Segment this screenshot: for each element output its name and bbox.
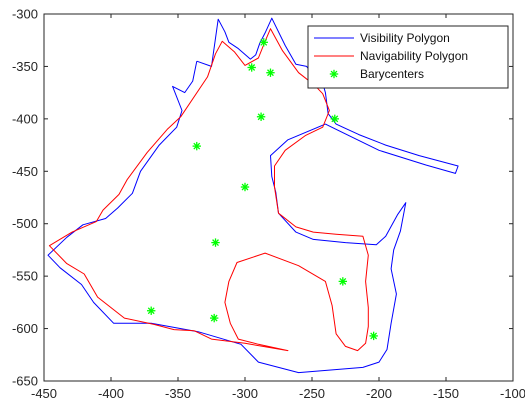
barycenter-marker: [330, 114, 339, 124]
y-tick-label: -300: [12, 7, 38, 22]
y-tick-label: -350: [12, 59, 38, 74]
barycenter-marker: [247, 63, 256, 72]
y-tick-label: -600: [12, 321, 38, 336]
legend-swatch-marker: [329, 69, 339, 79]
barycenter-marker: [192, 141, 201, 151]
barycenter-marker: [211, 238, 220, 247]
barycenter-marker: [240, 182, 250, 192]
tick-marks: [43, 13, 514, 382]
x-tick-label: -200: [366, 386, 392, 401]
y-tick-label: -650: [12, 374, 38, 389]
series-layer: [47, 17, 459, 374]
barycenter-marker: [266, 68, 275, 77]
y-tick-label: -500: [12, 216, 38, 231]
y-tick-label: -400: [12, 111, 38, 126]
barycenter-marker: [259, 38, 268, 47]
axes-box: [43, 13, 514, 382]
x-tick-label: -350: [165, 386, 191, 401]
legend-label: Visibility Polygon: [360, 31, 450, 45]
y-tick-label: -550: [12, 269, 38, 284]
series-line-navigability-polygon: [48, 28, 369, 352]
x-tick-label: -150: [433, 386, 459, 401]
tick-labels: -450 -400 -350 -300 -250 -200 -150 -100 -300 -350…: [12, 7, 525, 402]
barycenter-marker: [338, 277, 348, 286]
legend: Visibility Polygon Navigability Polygon Ba…: [307, 25, 509, 89]
plot-frame: [43, 13, 514, 382]
x-tick-label: -300: [232, 386, 258, 401]
barycenter-marker: [209, 313, 219, 323]
x-tick-label: -450: [31, 386, 57, 401]
x-tick-label: -250: [299, 386, 325, 401]
legend-label: Barycenters: [360, 67, 424, 81]
x-tick-label: -400: [98, 386, 124, 401]
barycenter-marker: [369, 331, 378, 341]
legend-label: Navigability Polygon: [360, 49, 468, 63]
y-tick-label: -450: [12, 164, 38, 179]
x-tick-label: -100: [500, 386, 525, 401]
barycenter-marker: [256, 112, 266, 121]
barycenter-marker: [147, 306, 156, 315]
legend-box: [307, 25, 509, 89]
